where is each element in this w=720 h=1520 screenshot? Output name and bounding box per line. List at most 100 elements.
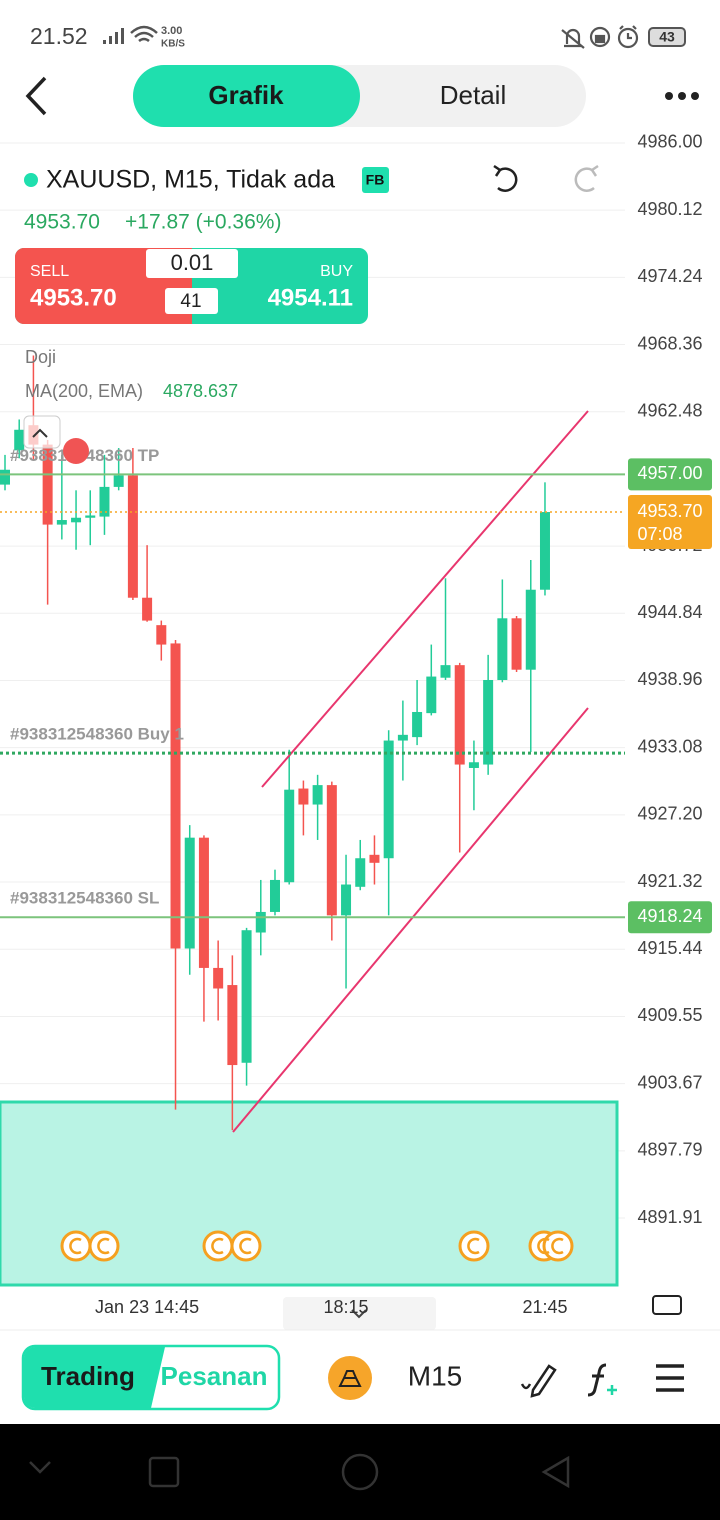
gold-icon xyxy=(338,1370,362,1387)
tab-active[interactable] xyxy=(133,65,360,127)
symbol-name: XAUUSD, M15, Tidak ada xyxy=(46,166,335,194)
candle-body xyxy=(198,837,209,968)
y-tick-label: 4938.96 xyxy=(637,669,702,689)
nav-hide[interactable] xyxy=(29,1461,51,1474)
nav-home[interactable] xyxy=(341,1453,379,1491)
pending-marker xyxy=(63,438,89,464)
zone xyxy=(0,1100,619,1287)
candle-body xyxy=(440,665,451,678)
menu-button[interactable] xyxy=(656,1364,684,1392)
status-dot xyxy=(24,173,38,187)
symbol-change: +17.87 (+0.36%) xyxy=(125,211,281,234)
status-speed-unit: KB/S xyxy=(161,39,185,50)
candle-body xyxy=(412,711,423,738)
tab-grafik[interactable]: Grafik xyxy=(208,80,284,110)
y-tick-label: 4897.79 xyxy=(637,1140,702,1160)
tab-trading[interactable]: Trading xyxy=(41,1361,135,1391)
time-cursor xyxy=(283,1297,436,1330)
wifi-icon xyxy=(130,25,158,43)
candle-body xyxy=(42,444,53,525)
layout-button[interactable] xyxy=(652,1295,682,1315)
buy-label: BUY xyxy=(320,263,353,280)
candle-body xyxy=(99,486,110,517)
y-tick-label: 4921.32 xyxy=(637,871,702,891)
y-tick-label: 4927.20 xyxy=(637,804,702,824)
buy-price[interactable]: 4954.11 xyxy=(268,284,353,311)
level-label: #938312548360 SL xyxy=(10,889,159,908)
back-button[interactable] xyxy=(25,76,47,116)
spread: 41 xyxy=(180,291,201,312)
x-tick-label: Jan 23 14:45 xyxy=(95,1297,199,1317)
status-speed: 3.00 xyxy=(161,25,182,37)
undo-button[interactable] xyxy=(493,164,518,192)
status-icons xyxy=(561,25,639,49)
indicator-tool[interactable] xyxy=(587,1363,607,1397)
tab-pesanan[interactable]: Pesanan xyxy=(161,1361,268,1391)
spread-box xyxy=(165,288,218,314)
sell-label: SELL xyxy=(30,263,69,280)
candle-body xyxy=(85,515,96,518)
lot[interactable]: 0.01 xyxy=(171,250,214,275)
level-label: #938312548360 Buy 1 xyxy=(10,725,184,744)
timeframe[interactable]: M15 xyxy=(408,1360,462,1391)
collapse-icon xyxy=(32,428,48,438)
mode-active[interactable] xyxy=(24,1347,165,1408)
nav-recent[interactable] xyxy=(148,1456,180,1488)
candles xyxy=(0,355,550,1131)
x-labels: Jan 23 14:45 18:15 21:45 xyxy=(95,1297,567,1317)
channel xyxy=(232,410,589,1133)
current-price-tag xyxy=(628,495,712,550)
lot-input[interactable] xyxy=(146,249,238,278)
symbol-price: 4953.70 xyxy=(24,211,100,234)
y-tick-label: 4891.91 xyxy=(637,1207,702,1227)
coins xyxy=(60,1230,574,1262)
candle-body xyxy=(142,597,153,621)
sell-price: 4953.70 xyxy=(30,284,117,311)
level-tag-label: 4957.00 xyxy=(637,463,702,483)
pattern: Doji xyxy=(25,347,56,367)
candle-body xyxy=(298,788,309,805)
candle-body xyxy=(113,475,124,487)
ma-name: MA(200, EMA) xyxy=(25,381,143,401)
countdown: 07:08 xyxy=(637,524,682,544)
battery-level: 43 xyxy=(659,29,675,45)
candle-body xyxy=(56,520,67,525)
candle-body xyxy=(497,618,508,680)
candle-body xyxy=(397,734,408,741)
coin-glyphs xyxy=(69,1237,564,1255)
candle-body xyxy=(383,740,394,859)
candle-body xyxy=(369,854,380,863)
y-tick-label: 4986.00 xyxy=(637,132,702,152)
candle-body xyxy=(14,429,25,451)
current-price-label: 4953.70 xyxy=(637,501,702,521)
candle-body xyxy=(0,469,10,485)
redo-button[interactable] xyxy=(574,164,599,192)
draw-tool[interactable] xyxy=(520,1364,557,1398)
candle-body xyxy=(525,589,536,670)
signal-icon xyxy=(103,28,124,44)
candle-body xyxy=(156,625,167,645)
candle-body xyxy=(170,643,181,949)
y-tick-label: 4944.84 xyxy=(637,602,702,622)
x-tick-label: 21:45 xyxy=(522,1297,567,1317)
candle-body xyxy=(184,837,195,949)
y-tick-label: 4915.44 xyxy=(637,938,702,958)
nav-back[interactable] xyxy=(541,1455,570,1489)
candle-body xyxy=(539,512,550,590)
badge: FB xyxy=(366,172,385,188)
candle-body xyxy=(341,884,352,916)
y-tick-label: 4974.24 xyxy=(637,266,702,286)
more-button[interactable] xyxy=(665,92,699,100)
level-tag xyxy=(628,901,712,934)
candle-body xyxy=(312,785,323,805)
tab-detail[interactable]: Detail xyxy=(440,80,506,110)
candle-body xyxy=(468,762,479,768)
ma-value: 4878.637 xyxy=(163,381,238,401)
status-time: 21.52 xyxy=(30,23,88,49)
candle-body xyxy=(483,679,494,765)
candle-body xyxy=(454,665,465,765)
candle-body xyxy=(71,517,82,523)
